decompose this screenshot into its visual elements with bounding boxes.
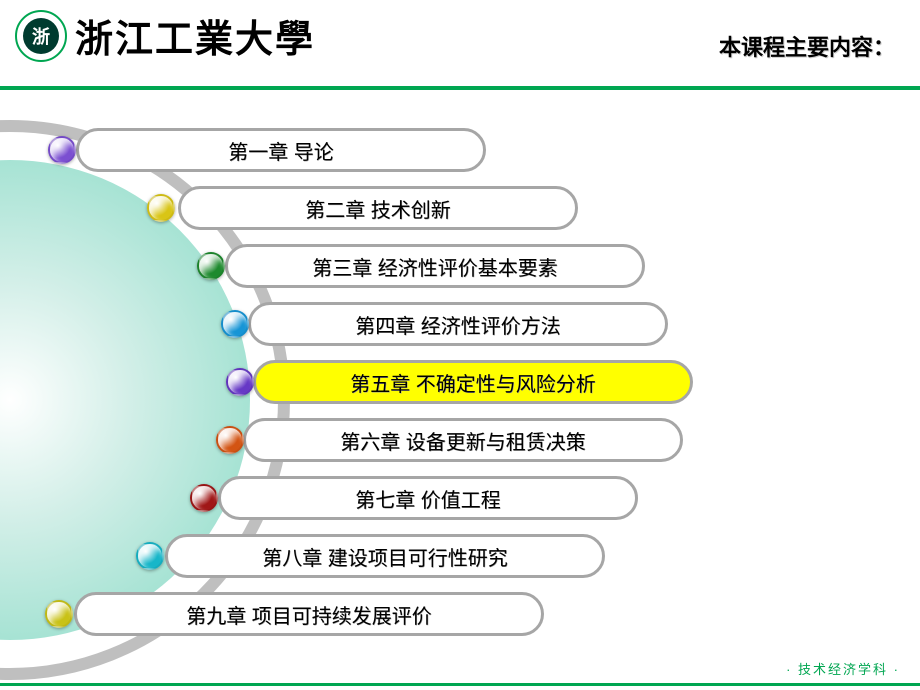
footer-divider	[0, 683, 920, 686]
chapter-dot-icon	[48, 136, 76, 164]
chapter-label: 第三章 经济性评价基本要素	[312, 252, 558, 281]
chapter-pill[interactable]: 第一章 导论	[76, 128, 486, 172]
chapter-label: 第八章 建设项目可行性研究	[262, 542, 508, 571]
chapter-list: 第一章 导论第二章 技术创新第三章 经济性评价基本要素第四章 经济性评价方法第五…	[0, 120, 920, 650]
slide-root: 浙 浙江工業大學 本课程主要内容： 第一章 导论第二章 技术创新第三章 经济性评…	[0, 0, 920, 690]
chapter-label: 第四章 经济性评价方法	[355, 310, 561, 339]
chapter-pill[interactable]: 第八章 建设项目可行性研究	[165, 534, 605, 578]
chapter-dot-icon	[197, 252, 225, 280]
chapter-dot-icon	[216, 426, 244, 454]
chapter-dot-icon	[45, 600, 73, 628]
chapter-label: 第九章 项目可持续发展评价	[186, 600, 432, 629]
page-title: 本课程主要内容：	[719, 30, 895, 62]
header-divider	[0, 86, 920, 90]
chapter-dot-icon	[221, 310, 249, 338]
chapter-pill[interactable]: 第七章 价值工程	[218, 476, 638, 520]
chapter-dot-icon	[147, 194, 175, 222]
chapter-dot-icon	[226, 368, 254, 396]
chapter-label: 第一章 导论	[228, 136, 334, 165]
chapter-pill[interactable]: 第二章 技术创新	[178, 186, 578, 230]
logo-glyph: 浙	[23, 18, 59, 54]
chapter-pill[interactable]: 第六章 设备更新与租赁决策	[243, 418, 683, 462]
chapter-dot-icon	[190, 484, 218, 512]
footer-text: · 技术经济学科 ·	[786, 659, 900, 678]
header: 浙 浙江工業大學 本课程主要内容：	[15, 8, 905, 78]
chapter-pill[interactable]: 第五章 不确定性与风险分析	[253, 360, 693, 404]
chapter-dot-icon	[136, 542, 164, 570]
chapter-pill[interactable]: 第四章 经济性评价方法	[248, 302, 668, 346]
chapter-label: 第六章 设备更新与租赁决策	[340, 426, 586, 455]
chapter-pill[interactable]: 第九章 项目可持续发展评价	[74, 592, 544, 636]
university-logo-icon: 浙	[15, 10, 67, 62]
chapter-label: 第七章 价值工程	[355, 484, 501, 513]
university-name: 浙江工業大學	[75, 8, 315, 63]
chapter-label: 第五章 不确定性与风险分析	[350, 368, 596, 397]
chapter-pill[interactable]: 第三章 经济性评价基本要素	[225, 244, 645, 288]
chapter-label: 第二章 技术创新	[305, 194, 451, 223]
